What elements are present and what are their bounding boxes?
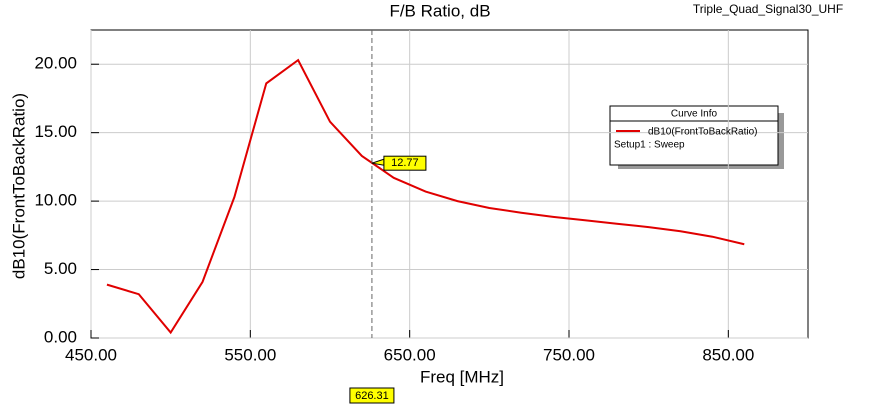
legend-title: Curve Info [671, 109, 718, 120]
series-line [106, 58, 745, 335]
legend-label: dB10(FrontToBackRatio) [648, 127, 758, 138]
marker-y-box [383, 155, 427, 171]
legend-note: Setup1 : Sweep [614, 140, 685, 151]
y-tick-label: 0.00 [44, 327, 77, 346]
x-tick-label: 550.00 [224, 345, 276, 364]
y-tick-label: 10.00 [34, 191, 77, 210]
y-tick-label: 20.00 [34, 54, 77, 73]
y-tick-label: 5.00 [44, 259, 77, 278]
x-axis-label: Freq [MHz] [420, 367, 504, 386]
y-axis-label: dB10(FrontToBackRatio) [9, 93, 28, 279]
x-tick-label: 750.00 [543, 345, 595, 364]
chart-title: F/B Ratio, dB [389, 1, 490, 20]
marker-y-label: 12.77 [391, 157, 419, 169]
y-tick-label: 15.00 [34, 122, 77, 141]
marker-x-box [349, 387, 395, 404]
legend [609, 105, 779, 166]
project-name: Triple_Quad_Signal30_UHF [693, 2, 843, 16]
marker-x-label: 626.31 [355, 390, 389, 402]
x-tick-label: 650.00 [384, 345, 436, 364]
x-tick-label: 450.00 [65, 345, 117, 364]
x-tick-label: 850.00 [702, 345, 754, 364]
